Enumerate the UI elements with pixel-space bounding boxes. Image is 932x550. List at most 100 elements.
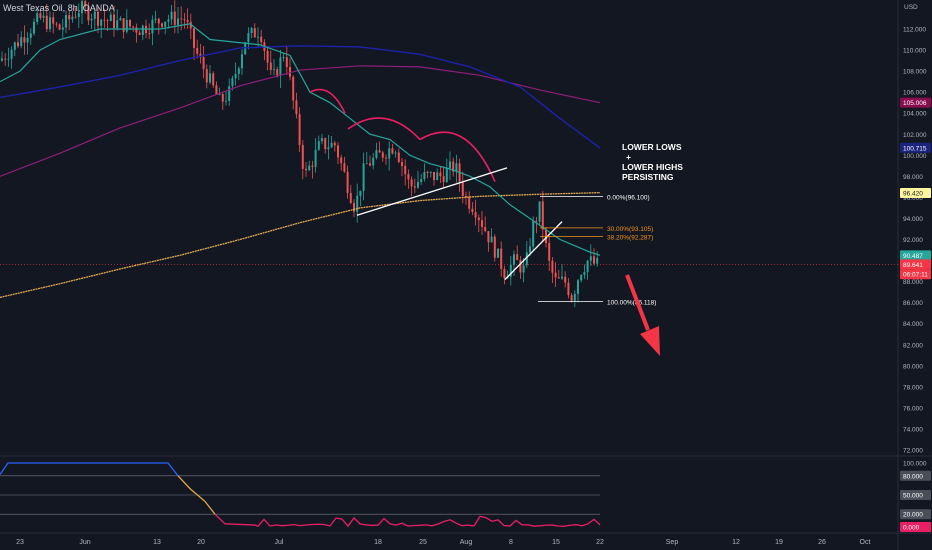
- time-tick-label: Sep: [666, 539, 679, 546]
- candle-body: [513, 254, 515, 265]
- candle-body: [324, 138, 327, 150]
- candle-body: [317, 141, 320, 150]
- candles: [1, 0, 599, 307]
- candle-body: [503, 268, 506, 279]
- candle-body: [484, 227, 487, 232]
- candle-body: [407, 174, 410, 180]
- time-tick-label: 26: [818, 539, 826, 546]
- candle-body: [548, 243, 551, 261]
- fib-level-label: 30.00%(93.105): [607, 226, 653, 233]
- indicator-tick-label: 80.000: [903, 473, 923, 480]
- candle-body: [410, 179, 413, 187]
- annotation-line: LOWER LOWS: [622, 142, 682, 152]
- candle-body: [321, 138, 323, 142]
- candle-body: [141, 25, 144, 36]
- price-tick-label: 86.000: [903, 300, 923, 307]
- indicator-tick-label: 100.000: [903, 461, 927, 468]
- candle-body: [372, 157, 375, 166]
- candle-body: [202, 57, 205, 70]
- candle-body: [253, 28, 256, 38]
- candle-body: [417, 181, 419, 188]
- candle-body: [116, 20, 119, 28]
- candle-body: [215, 85, 218, 95]
- time-tick-label: 20: [197, 539, 205, 546]
- stochastic-line-mid: [177, 475, 216, 515]
- symbol-label[interactable]: West Texas Oil, 8h, OANDA: [3, 3, 115, 13]
- candle-body: [68, 15, 71, 20]
- candle-body: [554, 272, 557, 278]
- candle-body: [314, 149, 317, 167]
- candle-body: [212, 73, 215, 86]
- candle-body: [311, 165, 314, 167]
- candle-body: [442, 176, 445, 182]
- candle-body: [61, 27, 64, 30]
- candle-body: [583, 272, 586, 275]
- price-tick-label: 96.000: [903, 195, 923, 202]
- candle-body: [567, 282, 570, 296]
- candle-body: [170, 11, 173, 20]
- candle-body: [58, 24, 61, 30]
- candle-body: [273, 69, 275, 71]
- candle-body: [55, 23, 58, 25]
- candle-body: [497, 248, 499, 258]
- price-tick-label: 112.000: [903, 27, 926, 34]
- fib-level-label: 38.20%(92.287): [607, 234, 653, 241]
- candle-body: [519, 260, 522, 273]
- ma-slow-line: [0, 65, 601, 177]
- candle-body: [90, 18, 93, 21]
- candle-body: [225, 100, 227, 102]
- candle-body: [356, 195, 359, 212]
- candle-body: [426, 172, 429, 173]
- candle-body: [295, 100, 298, 115]
- arc-lower-high-2: [347, 117, 421, 141]
- indicator-tick-label: 20.000: [903, 512, 923, 519]
- candle-body: [17, 42, 19, 47]
- candle-body: [237, 68, 240, 74]
- indicator-badge: [900, 522, 931, 532]
- candle-body: [138, 32, 141, 36]
- down-arrow-shaft: [625, 274, 650, 331]
- candle-body: [276, 69, 279, 76]
- candle-body: [228, 86, 231, 101]
- candle-body: [199, 53, 202, 58]
- price-badge: [900, 269, 931, 280]
- candle-body: [285, 57, 288, 68]
- candle-body: [193, 28, 195, 48]
- indicator-badge: [900, 509, 931, 520]
- candle-body: [535, 220, 538, 222]
- price-tick-label: 80.000: [903, 363, 923, 370]
- candle-body: [301, 145, 304, 169]
- candle-body: [551, 260, 554, 273]
- candle-body: [346, 171, 349, 193]
- candle-body: [359, 190, 362, 196]
- candle-body: [93, 11, 96, 19]
- indicator-badge: [900, 490, 931, 500]
- candle-body: [385, 157, 387, 159]
- candle-body: [113, 14, 115, 28]
- candle-body: [1, 58, 3, 61]
- candle-body: [84, 1, 87, 7]
- candle-body: [282, 57, 285, 59]
- candle-body: [538, 201, 541, 222]
- candle-body: [375, 150, 378, 158]
- candle-body: [71, 16, 74, 20]
- candle-body: [154, 18, 157, 20]
- candle-body: [388, 148, 391, 159]
- price-badge-label: 100.715: [903, 145, 927, 152]
- candle-body: [333, 142, 336, 146]
- price-badge-label: 90.487: [903, 253, 923, 260]
- candle-body: [378, 150, 381, 153]
- candle-body: [423, 172, 426, 180]
- candle-body: [381, 152, 384, 158]
- candle-body: [561, 276, 563, 279]
- candle-body: [596, 257, 599, 264]
- candle-body: [330, 142, 333, 148]
- candle-body: [209, 73, 211, 83]
- candle-body: [468, 196, 471, 209]
- arc-lower-high-3: [419, 131, 496, 182]
- trendline-2: [504, 221, 563, 280]
- candle-body: [420, 179, 423, 182]
- candle-body: [100, 19, 103, 26]
- candle-body: [189, 21, 192, 29]
